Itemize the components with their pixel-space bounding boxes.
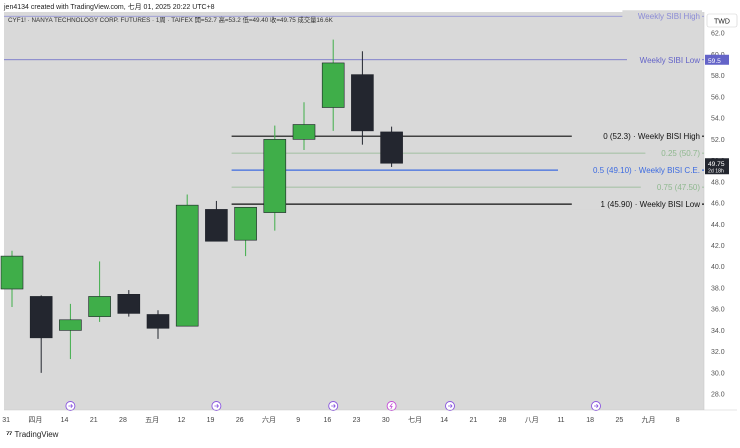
level-label: 0.25 (50.7): [661, 149, 700, 158]
x-tick-label: 七月: [408, 415, 422, 424]
level-label-bg: [640, 181, 702, 193]
level-label: 0.5 (49.10) · Weekly BISI C.E.: [593, 166, 700, 175]
x-tick-label: 26: [236, 417, 244, 424]
x-tick-label: 四月: [28, 416, 42, 424]
y-tick-label: 36.0: [711, 307, 725, 314]
arrow-right-icon: [214, 404, 219, 408]
tradingview-logo-icon: ⁷⁷: [6, 429, 13, 439]
y-tick-label: 34.0: [711, 328, 725, 335]
level-label: Weekly SIBI High: [638, 12, 700, 21]
y-tick-label: 32.0: [711, 349, 725, 356]
x-tick-label: 14: [61, 417, 69, 424]
candle-body[interactable]: [321, 62, 345, 108]
level-label-bg: [622, 10, 702, 22]
x-tick-label: 12: [177, 417, 185, 424]
arrow-right-icon: [448, 404, 453, 408]
x-tick-label: 21: [469, 417, 477, 424]
y-tick-label: 58.0: [711, 73, 725, 80]
y-tick-label: 42.0: [711, 243, 725, 250]
y-tick-label: 44.0: [711, 222, 725, 229]
level-label-bg: [627, 53, 702, 65]
x-tick-label: 19: [207, 417, 215, 424]
x-tick-label: 23: [353, 417, 361, 424]
symbol-info-text: CYF1! · NANYA TECHNOLOGY CORP. FUTURES ·…: [8, 15, 334, 24]
candle-body[interactable]: [88, 296, 111, 317]
x-tick-label: 9: [296, 417, 300, 424]
price-badge-countdown: 2d 18h: [708, 169, 724, 175]
arrow-right-icon: [68, 404, 73, 408]
price-badge: [705, 158, 729, 175]
x-tick-label: 六月: [262, 415, 276, 424]
brand-label: TradingView: [14, 429, 59, 439]
price-badge-label: 49.75: [708, 161, 725, 168]
level-label-bg: [558, 164, 702, 176]
price-badge-label: 59.5: [708, 58, 721, 65]
candle-body[interactable]: [380, 131, 403, 164]
x-tick-label: 11: [557, 417, 564, 424]
y-tick-label: 48.0: [711, 179, 725, 186]
x-tick-label: 14: [440, 417, 448, 424]
y-tick-label: 62.0: [711, 31, 725, 38]
x-tick-label: 31: [2, 417, 10, 424]
level-label: 1 (45.90) · Weekly BISI Low: [601, 200, 701, 209]
x-tick-label: 16: [323, 417, 331, 424]
level-label-bg: [571, 130, 702, 142]
candle-body[interactable]: [146, 314, 170, 329]
level-label: Weekly SIBI Low: [640, 56, 701, 65]
x-tick-label: 21: [90, 417, 98, 424]
level-label-bg: [571, 198, 702, 210]
candle-body[interactable]: [234, 206, 257, 241]
arrow-right-icon: [594, 404, 599, 408]
y-tick-label: 46.0: [711, 201, 725, 208]
candle-body[interactable]: [0, 255, 24, 290]
x-tick-label: 五月: [145, 416, 159, 424]
currency-label: TWD: [714, 19, 730, 26]
y-tick-label: 54.0: [711, 116, 725, 123]
level-label: 0 (52.3) · Weekly BISI High: [603, 132, 700, 141]
x-tick-label: 九月: [642, 415, 656, 424]
tradingview-brand: ⁷⁷ TradingView: [6, 429, 58, 439]
candle-body[interactable]: [175, 204, 199, 327]
plot-area[interactable]: [4, 12, 704, 410]
candle-body[interactable]: [292, 124, 316, 140]
y-tick-label: 38.0: [711, 285, 725, 292]
x-tick-label: 28: [499, 417, 507, 424]
candle-body[interactable]: [263, 139, 287, 213]
level-label: 0.75 (47.50): [657, 183, 700, 192]
lightning-icon: [389, 403, 393, 410]
x-tick-label: 28: [119, 417, 127, 424]
x-tick-label: 25: [615, 417, 623, 424]
currency-button[interactable]: [706, 13, 738, 28]
arrow-right-icon: [331, 404, 336, 408]
y-tick-label: 52.0: [711, 137, 725, 144]
candle-body[interactable]: [205, 209, 228, 242]
y-tick-label: 40.0: [711, 264, 725, 271]
level-label-bg: [645, 147, 702, 159]
x-tick-label: 30: [382, 417, 390, 424]
candle-body[interactable]: [29, 296, 53, 339]
x-tick-label: 八月: [525, 416, 539, 424]
y-tick-label: 56.0: [711, 94, 725, 101]
price-badge: [705, 54, 729, 65]
candle-body[interactable]: [351, 74, 374, 132]
candle-body[interactable]: [59, 319, 82, 331]
x-tick-label: 18: [586, 417, 594, 424]
x-tick-label: 8: [676, 417, 680, 424]
created-by-text: jen4134 created with TradingView.com, 七月…: [4, 4, 215, 11]
candle-body[interactable]: [117, 294, 141, 314]
y-tick-label: 28.0: [711, 392, 725, 399]
y-tick-label: 30.0: [711, 370, 725, 377]
